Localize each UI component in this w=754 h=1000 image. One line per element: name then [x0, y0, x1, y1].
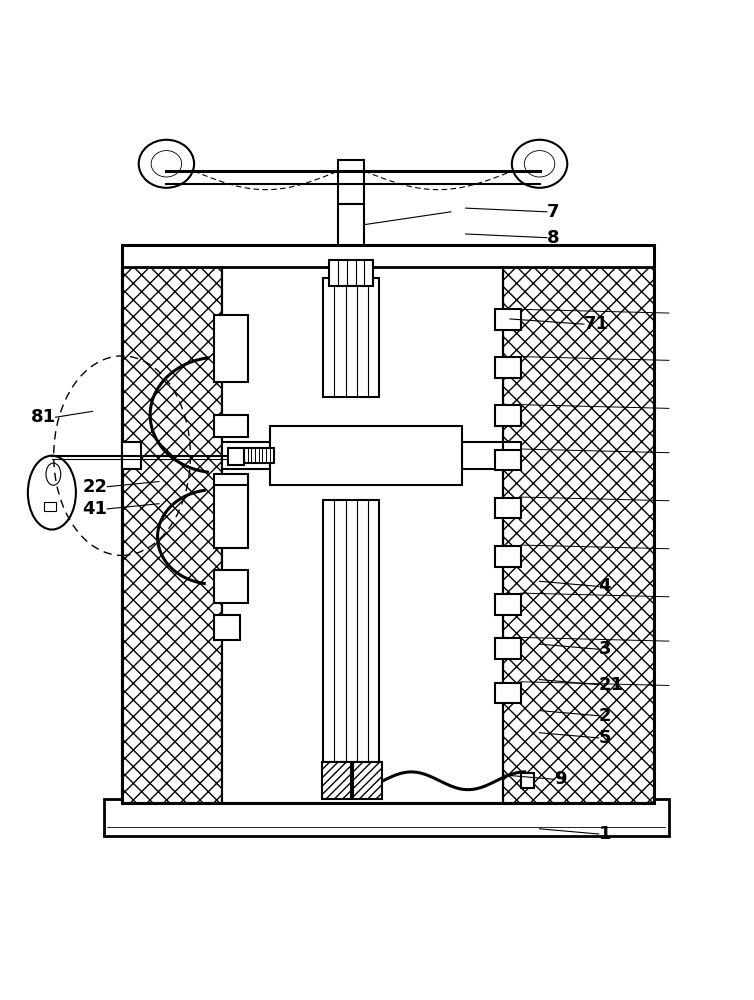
Text: 3: 3: [599, 640, 611, 658]
Bar: [323, 278, 379, 397]
Bar: [495, 357, 521, 378]
Text: 81: 81: [30, 408, 56, 426]
Bar: [122, 267, 222, 803]
Bar: [322, 762, 351, 799]
Bar: [222, 442, 270, 469]
Bar: [214, 315, 247, 382]
Text: 21: 21: [599, 676, 624, 694]
Bar: [495, 450, 521, 470]
Bar: [495, 309, 521, 330]
Text: 1: 1: [599, 825, 611, 843]
Bar: [353, 762, 382, 799]
Bar: [270, 426, 462, 485]
Bar: [214, 570, 247, 603]
Bar: [323, 500, 379, 762]
Bar: [103, 799, 669, 836]
Text: 22: 22: [82, 478, 107, 496]
Bar: [503, 442, 521, 469]
Bar: [495, 498, 521, 518]
Bar: [495, 594, 521, 615]
Text: 7: 7: [547, 203, 559, 221]
Bar: [222, 267, 503, 803]
Bar: [122, 245, 654, 803]
Bar: [44, 502, 56, 511]
Text: 4: 4: [599, 577, 611, 595]
Bar: [214, 485, 247, 548]
Bar: [338, 160, 364, 204]
Bar: [338, 204, 364, 245]
Bar: [214, 615, 241, 640]
Text: 41: 41: [82, 500, 107, 518]
Bar: [244, 448, 274, 463]
Bar: [214, 474, 247, 496]
Bar: [122, 245, 654, 267]
Text: 2: 2: [599, 707, 611, 725]
Text: 9: 9: [554, 770, 567, 788]
Bar: [503, 267, 654, 803]
Text: 71: 71: [584, 315, 609, 333]
Bar: [495, 683, 521, 703]
Text: 5: 5: [599, 729, 611, 747]
Bar: [495, 546, 521, 567]
Bar: [214, 415, 247, 437]
Bar: [228, 448, 244, 465]
Bar: [495, 405, 521, 426]
Text: 8: 8: [547, 229, 559, 247]
Bar: [462, 442, 503, 469]
Bar: [329, 260, 373, 286]
Bar: [521, 773, 535, 788]
Bar: [122, 442, 140, 469]
Bar: [495, 638, 521, 659]
